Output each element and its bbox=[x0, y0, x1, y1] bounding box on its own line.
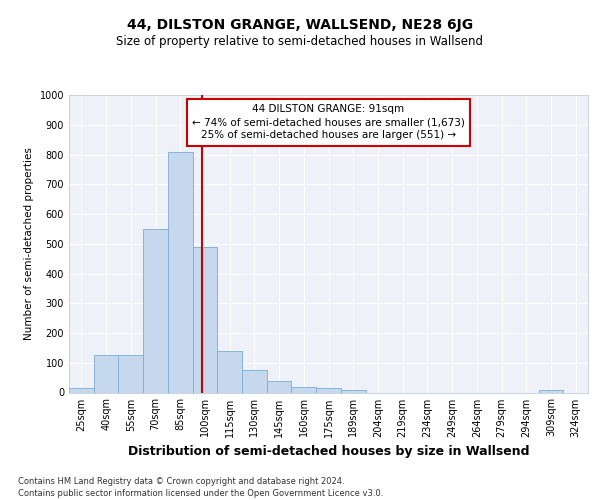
X-axis label: Distribution of semi-detached houses by size in Wallsend: Distribution of semi-detached houses by … bbox=[128, 445, 529, 458]
Text: Contains HM Land Registry data © Crown copyright and database right 2024.
Contai: Contains HM Land Registry data © Crown c… bbox=[18, 476, 383, 498]
Bar bbox=[118, 356, 143, 393]
Bar bbox=[292, 386, 316, 392]
Y-axis label: Number of semi-detached properties: Number of semi-detached properties bbox=[24, 148, 34, 340]
Bar bbox=[94, 356, 118, 393]
Bar bbox=[267, 380, 292, 392]
Bar bbox=[143, 229, 168, 392]
Text: 44, DILSTON GRANGE, WALLSEND, NE28 6JG: 44, DILSTON GRANGE, WALLSEND, NE28 6JG bbox=[127, 18, 473, 32]
Bar bbox=[168, 152, 193, 392]
Bar bbox=[69, 388, 94, 392]
Bar bbox=[341, 390, 365, 392]
Text: 44 DILSTON GRANGE: 91sqm
← 74% of semi-detached houses are smaller (1,673)
25% o: 44 DILSTON GRANGE: 91sqm ← 74% of semi-d… bbox=[192, 104, 465, 141]
Text: Size of property relative to semi-detached houses in Wallsend: Size of property relative to semi-detach… bbox=[116, 35, 484, 48]
Bar bbox=[217, 351, 242, 393]
Bar bbox=[193, 246, 217, 392]
Bar bbox=[242, 370, 267, 392]
Bar bbox=[316, 388, 341, 392]
Bar bbox=[539, 390, 563, 392]
